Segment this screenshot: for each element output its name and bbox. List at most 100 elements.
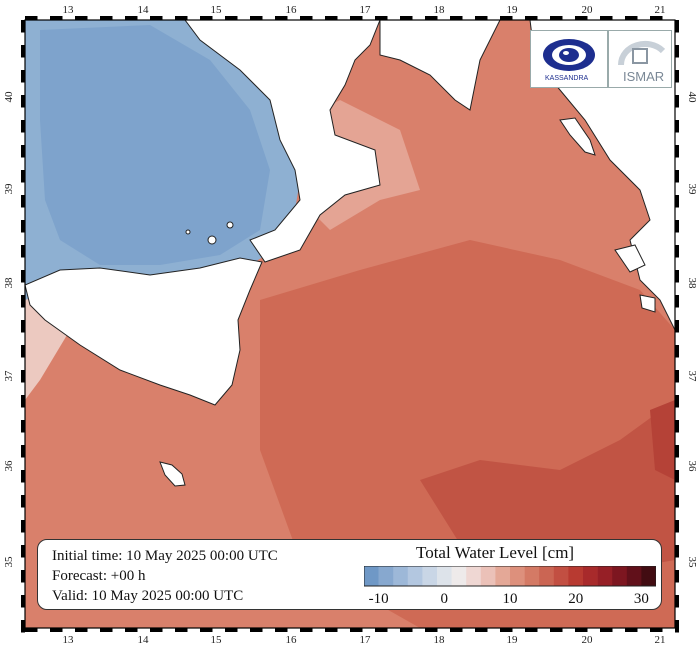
island — [226, 221, 234, 229]
higher-level-core — [420, 400, 675, 580]
frame-band — [150, 16, 163, 20]
frame-band — [675, 570, 679, 583]
frame-band — [675, 70, 679, 83]
lat-tick-label-left: 39 — [3, 183, 15, 195]
colorbar-tick-label: 10 — [503, 591, 518, 607]
colorbar-bin — [510, 566, 525, 586]
frame-band — [600, 16, 613, 20]
colorbar-bin — [612, 566, 628, 586]
ismar-logo: ISMAR — [608, 30, 672, 88]
lon-tick-label-bottom: 19 — [507, 634, 519, 646]
frame-band — [675, 220, 679, 233]
frame-band — [21, 395, 25, 408]
frame-band — [325, 628, 338, 632]
initial-time-text: Initial time: 10 May 2025 00:00 UTC — [52, 548, 278, 564]
colorbar-tick-label: 20 — [568, 591, 583, 607]
frame-band — [75, 16, 88, 20]
frame-band — [21, 545, 25, 558]
frame-band — [21, 70, 25, 83]
frame-band — [275, 16, 288, 20]
frame-band — [675, 520, 679, 533]
frame-band — [25, 16, 38, 20]
colorbar-bin — [422, 566, 438, 586]
colorbar-bin — [466, 566, 482, 586]
frame-band — [50, 16, 63, 20]
frame-band — [475, 628, 488, 632]
frame-band — [21, 295, 25, 308]
kassandra-logo: KASSANDRA — [530, 30, 608, 88]
frame-band — [450, 628, 463, 632]
frame-band — [425, 16, 438, 20]
frame-band — [21, 445, 25, 458]
frame-band — [225, 628, 238, 632]
lon-tick-label-top: 21 — [655, 4, 666, 16]
frame-band — [500, 628, 513, 632]
frame-band — [675, 345, 679, 358]
frame-band — [675, 445, 679, 458]
frame-band — [675, 270, 679, 283]
frame-band — [275, 628, 288, 632]
kassandra-caption: KASSANDRA — [545, 75, 589, 82]
lon-tick-label-top: 16 — [286, 4, 298, 16]
colorbar-border — [364, 566, 656, 587]
ismar-caption: ISMAR — [623, 69, 665, 84]
cephalonia-island — [614, 244, 646, 273]
frame-band — [21, 195, 25, 208]
frame-band — [675, 495, 679, 508]
lon-tick-label-bottom: 20 — [582, 634, 594, 646]
frame-band — [675, 370, 679, 383]
frame-band — [350, 16, 363, 20]
colorbar-tick-label: 0 — [441, 591, 449, 607]
frame-band — [675, 545, 679, 558]
frame-band — [50, 628, 63, 632]
lat-tick-label-right: 39 — [686, 184, 698, 196]
lon-tick-label-top: 20 — [582, 4, 594, 16]
frame-band — [675, 295, 679, 308]
frame-band — [21, 420, 25, 433]
colorbar-bin — [451, 566, 467, 586]
frame-band — [21, 345, 25, 358]
frame-band — [475, 16, 488, 20]
lon-tick-label-top: 17 — [360, 4, 372, 16]
lon-tick-label-top: 13 — [63, 4, 75, 16]
colorbar-bin — [480, 566, 496, 586]
frame-band — [675, 395, 679, 408]
frame-band — [21, 370, 25, 383]
sicily-land — [25, 257, 263, 406]
colorbar-bin — [393, 566, 409, 586]
frame-band — [550, 628, 563, 632]
frame-band — [175, 628, 188, 632]
frame-band — [225, 16, 238, 20]
colorbar-bin — [378, 566, 394, 586]
colorbar-bin — [553, 566, 569, 586]
lon-tick-label-bottom: 17 — [360, 634, 372, 646]
lat-tick-label-right: 36 — [686, 461, 698, 473]
frame-band — [21, 245, 25, 258]
frame-band — [675, 245, 679, 258]
frame-band — [675, 120, 679, 133]
frame-band — [675, 170, 679, 183]
frame-band — [125, 628, 138, 632]
frame-band — [675, 195, 679, 208]
zakynthos-island — [639, 294, 656, 313]
lon-tick-label-bottom: 15 — [211, 634, 223, 646]
lat-tick-label-left: 40 — [3, 91, 15, 103]
frame-band — [21, 170, 25, 183]
frame-band — [650, 628, 663, 632]
colorbar-bin — [364, 566, 379, 586]
frame-band — [21, 270, 25, 283]
frame-band — [600, 628, 613, 632]
island — [185, 229, 191, 235]
lon-tick-label-top: 18 — [434, 4, 446, 16]
frame-band — [200, 16, 213, 20]
frame-band — [650, 16, 663, 20]
frame-band — [200, 628, 213, 632]
frame-band — [450, 16, 463, 20]
frame-band — [75, 628, 88, 632]
frame-band — [21, 320, 25, 333]
frame-band — [21, 470, 25, 483]
colorbar-bin — [539, 566, 555, 586]
negative-level-core — [40, 25, 270, 265]
frame-band — [675, 420, 679, 433]
